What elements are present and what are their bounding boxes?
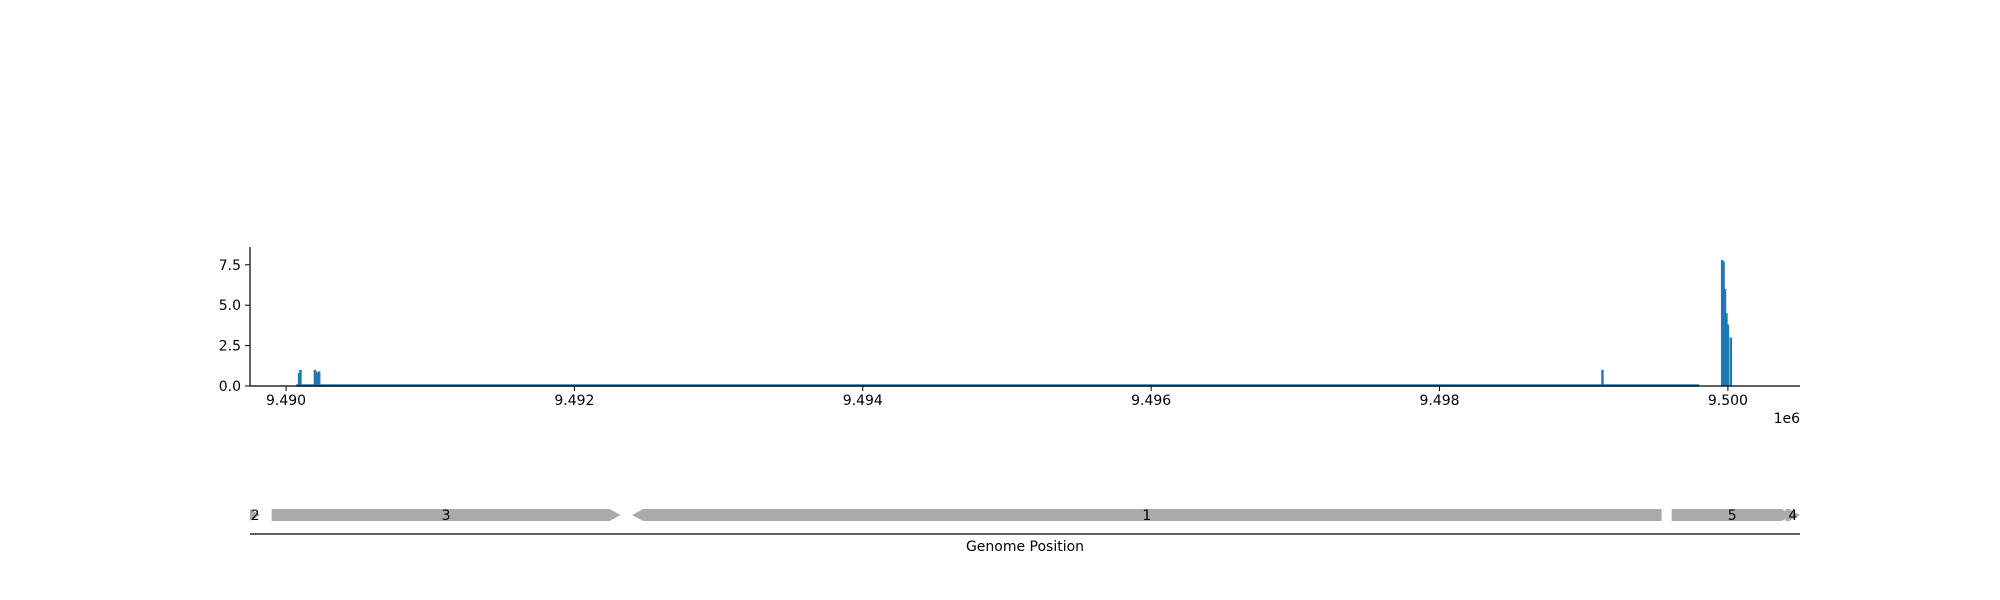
coverage-bar — [315, 371, 318, 386]
coverage-bar — [299, 369, 302, 386]
gene-arrow — [1785, 509, 1800, 521]
coverage-bar — [1720, 259, 1724, 386]
coverage-bar — [297, 373, 301, 386]
coverage-bar — [313, 369, 317, 386]
y-tick-label: 2.5 — [219, 339, 241, 355]
y-tick-label: 7.5 — [219, 258, 241, 274]
coverage-bars — [297, 259, 1732, 386]
gene-label: 4 — [1788, 508, 1797, 524]
gene-arrows: 2 3 1 5 4 — [250, 508, 1800, 524]
coverage-bar — [1723, 289, 1727, 386]
gene-arrow — [1671, 509, 1793, 521]
coverage-bar — [1722, 261, 1725, 386]
x-tick-label: 9.490 — [266, 393, 306, 409]
x-axis-ticks: 9.490 9.492 9.494 9.496 9.498 9.500 — [266, 386, 1748, 409]
x-tick-label: 9.500 — [1708, 393, 1748, 409]
gene-label: 3 — [442, 508, 451, 524]
gene-label: 5 — [1728, 508, 1737, 524]
gene-arrow — [250, 509, 261, 521]
y-axis-ticks: 0.0 2.5 5.0 7.5 — [219, 258, 250, 395]
gene-track-xlabel: Genome Position — [966, 539, 1084, 555]
gene-arrow — [632, 509, 1662, 521]
coverage-bar — [318, 371, 321, 386]
y-tick-label: 5.0 — [219, 298, 241, 314]
coverage-bar — [316, 373, 319, 386]
coverage-bar — [1725, 313, 1728, 386]
x-tick-label: 9.494 — [843, 393, 883, 409]
coverage-bar — [1601, 369, 1604, 386]
gene-arrow — [271, 509, 621, 521]
gene-label: 2 — [251, 508, 260, 524]
coverage-bar — [1729, 337, 1732, 386]
coverage-chart: 9.490 9.492 9.494 9.496 9.498 9.500 0.0 2.5 5.0… — [219, 247, 1800, 427]
y-tick-label: 0.0 — [219, 379, 241, 395]
x-tick-label: 9.492 — [554, 393, 594, 409]
x-axis-offset-label: 1e6 — [1774, 411, 1801, 427]
x-tick-label: 9.496 — [1131, 393, 1171, 409]
gene-track: 2 3 1 5 4 Genome Position — [250, 508, 1800, 555]
gene-label: 1 — [1142, 508, 1151, 524]
x-tick-label: 9.498 — [1419, 393, 1459, 409]
coverage-bar — [1726, 324, 1730, 386]
